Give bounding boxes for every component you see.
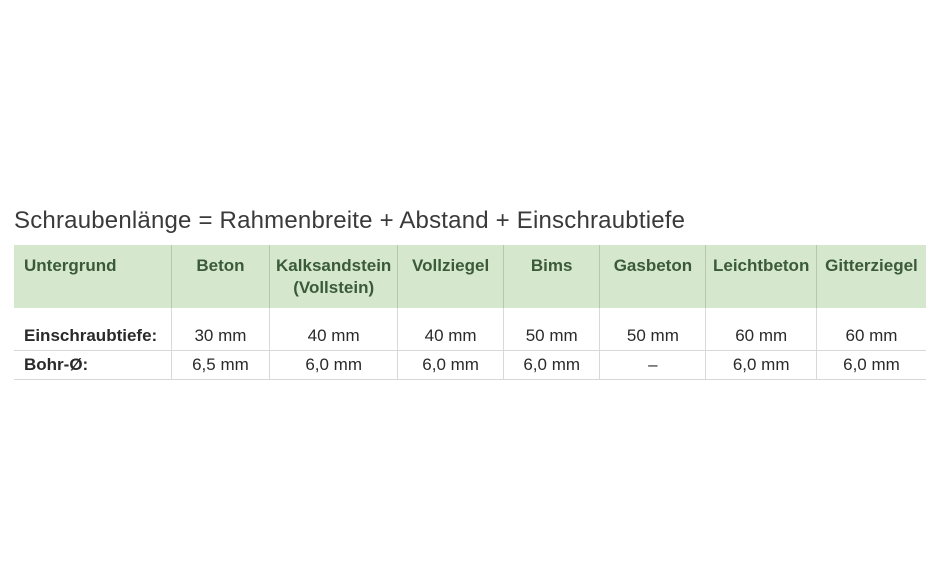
header-label: Gasbeton bbox=[614, 256, 692, 275]
cell: 60 mm bbox=[706, 322, 817, 351]
formula-title: Schraubenlänge = Rahmenbreite + Abstand … bbox=[14, 207, 926, 235]
header-label: Vollziegel bbox=[412, 256, 489, 275]
cell: 60 mm bbox=[816, 322, 926, 351]
table-header-row: Untergrund Beton Kalksandstein (Vollstei… bbox=[14, 245, 926, 308]
cell: 6,0 mm bbox=[398, 350, 504, 379]
header-leichtbeton: Leichtbeton bbox=[706, 245, 817, 308]
header-label: Untergrund bbox=[24, 256, 117, 275]
header-label: Bims bbox=[531, 256, 573, 275]
cell: 30 mm bbox=[171, 322, 269, 351]
cell: 6,5 mm bbox=[171, 350, 269, 379]
cell: 6,0 mm bbox=[503, 350, 600, 379]
header-kalksandstein: Kalksandstein (Vollstein) bbox=[270, 245, 398, 308]
header-label: Beton bbox=[196, 256, 244, 275]
cell: 6,0 mm bbox=[270, 350, 398, 379]
cell: 6,0 mm bbox=[816, 350, 926, 379]
table-row: Einschraubtiefe: 30 mm 40 mm 40 mm 50 mm… bbox=[14, 322, 926, 351]
header-sublabel: (Vollstein) bbox=[293, 278, 374, 297]
header-label: Leichtbeton bbox=[713, 256, 809, 275]
cell: 50 mm bbox=[600, 322, 706, 351]
row-label: Einschraubtiefe: bbox=[14, 322, 171, 351]
table-spacer-row bbox=[14, 308, 926, 322]
row-label: Bohr-Ø: bbox=[14, 350, 171, 379]
header-beton: Beton bbox=[171, 245, 269, 308]
cell: 6,0 mm bbox=[706, 350, 817, 379]
cell: – bbox=[600, 350, 706, 379]
header-bims: Bims bbox=[503, 245, 600, 308]
header-untergrund: Untergrund bbox=[14, 245, 171, 308]
header-vollziegel: Vollziegel bbox=[398, 245, 504, 308]
cell: 40 mm bbox=[398, 322, 504, 351]
cell: 50 mm bbox=[503, 322, 600, 351]
cell: 40 mm bbox=[270, 322, 398, 351]
header-label: Kalksandstein bbox=[276, 256, 391, 275]
header-label: Gitterziegel bbox=[825, 256, 918, 275]
header-gasbeton: Gasbeton bbox=[600, 245, 706, 308]
table-row: Bohr-Ø: 6,5 mm 6,0 mm 6,0 mm 6,0 mm – 6,… bbox=[14, 350, 926, 379]
header-gitterziegel: Gitterziegel bbox=[816, 245, 926, 308]
spec-table: Untergrund Beton Kalksandstein (Vollstei… bbox=[14, 245, 926, 380]
